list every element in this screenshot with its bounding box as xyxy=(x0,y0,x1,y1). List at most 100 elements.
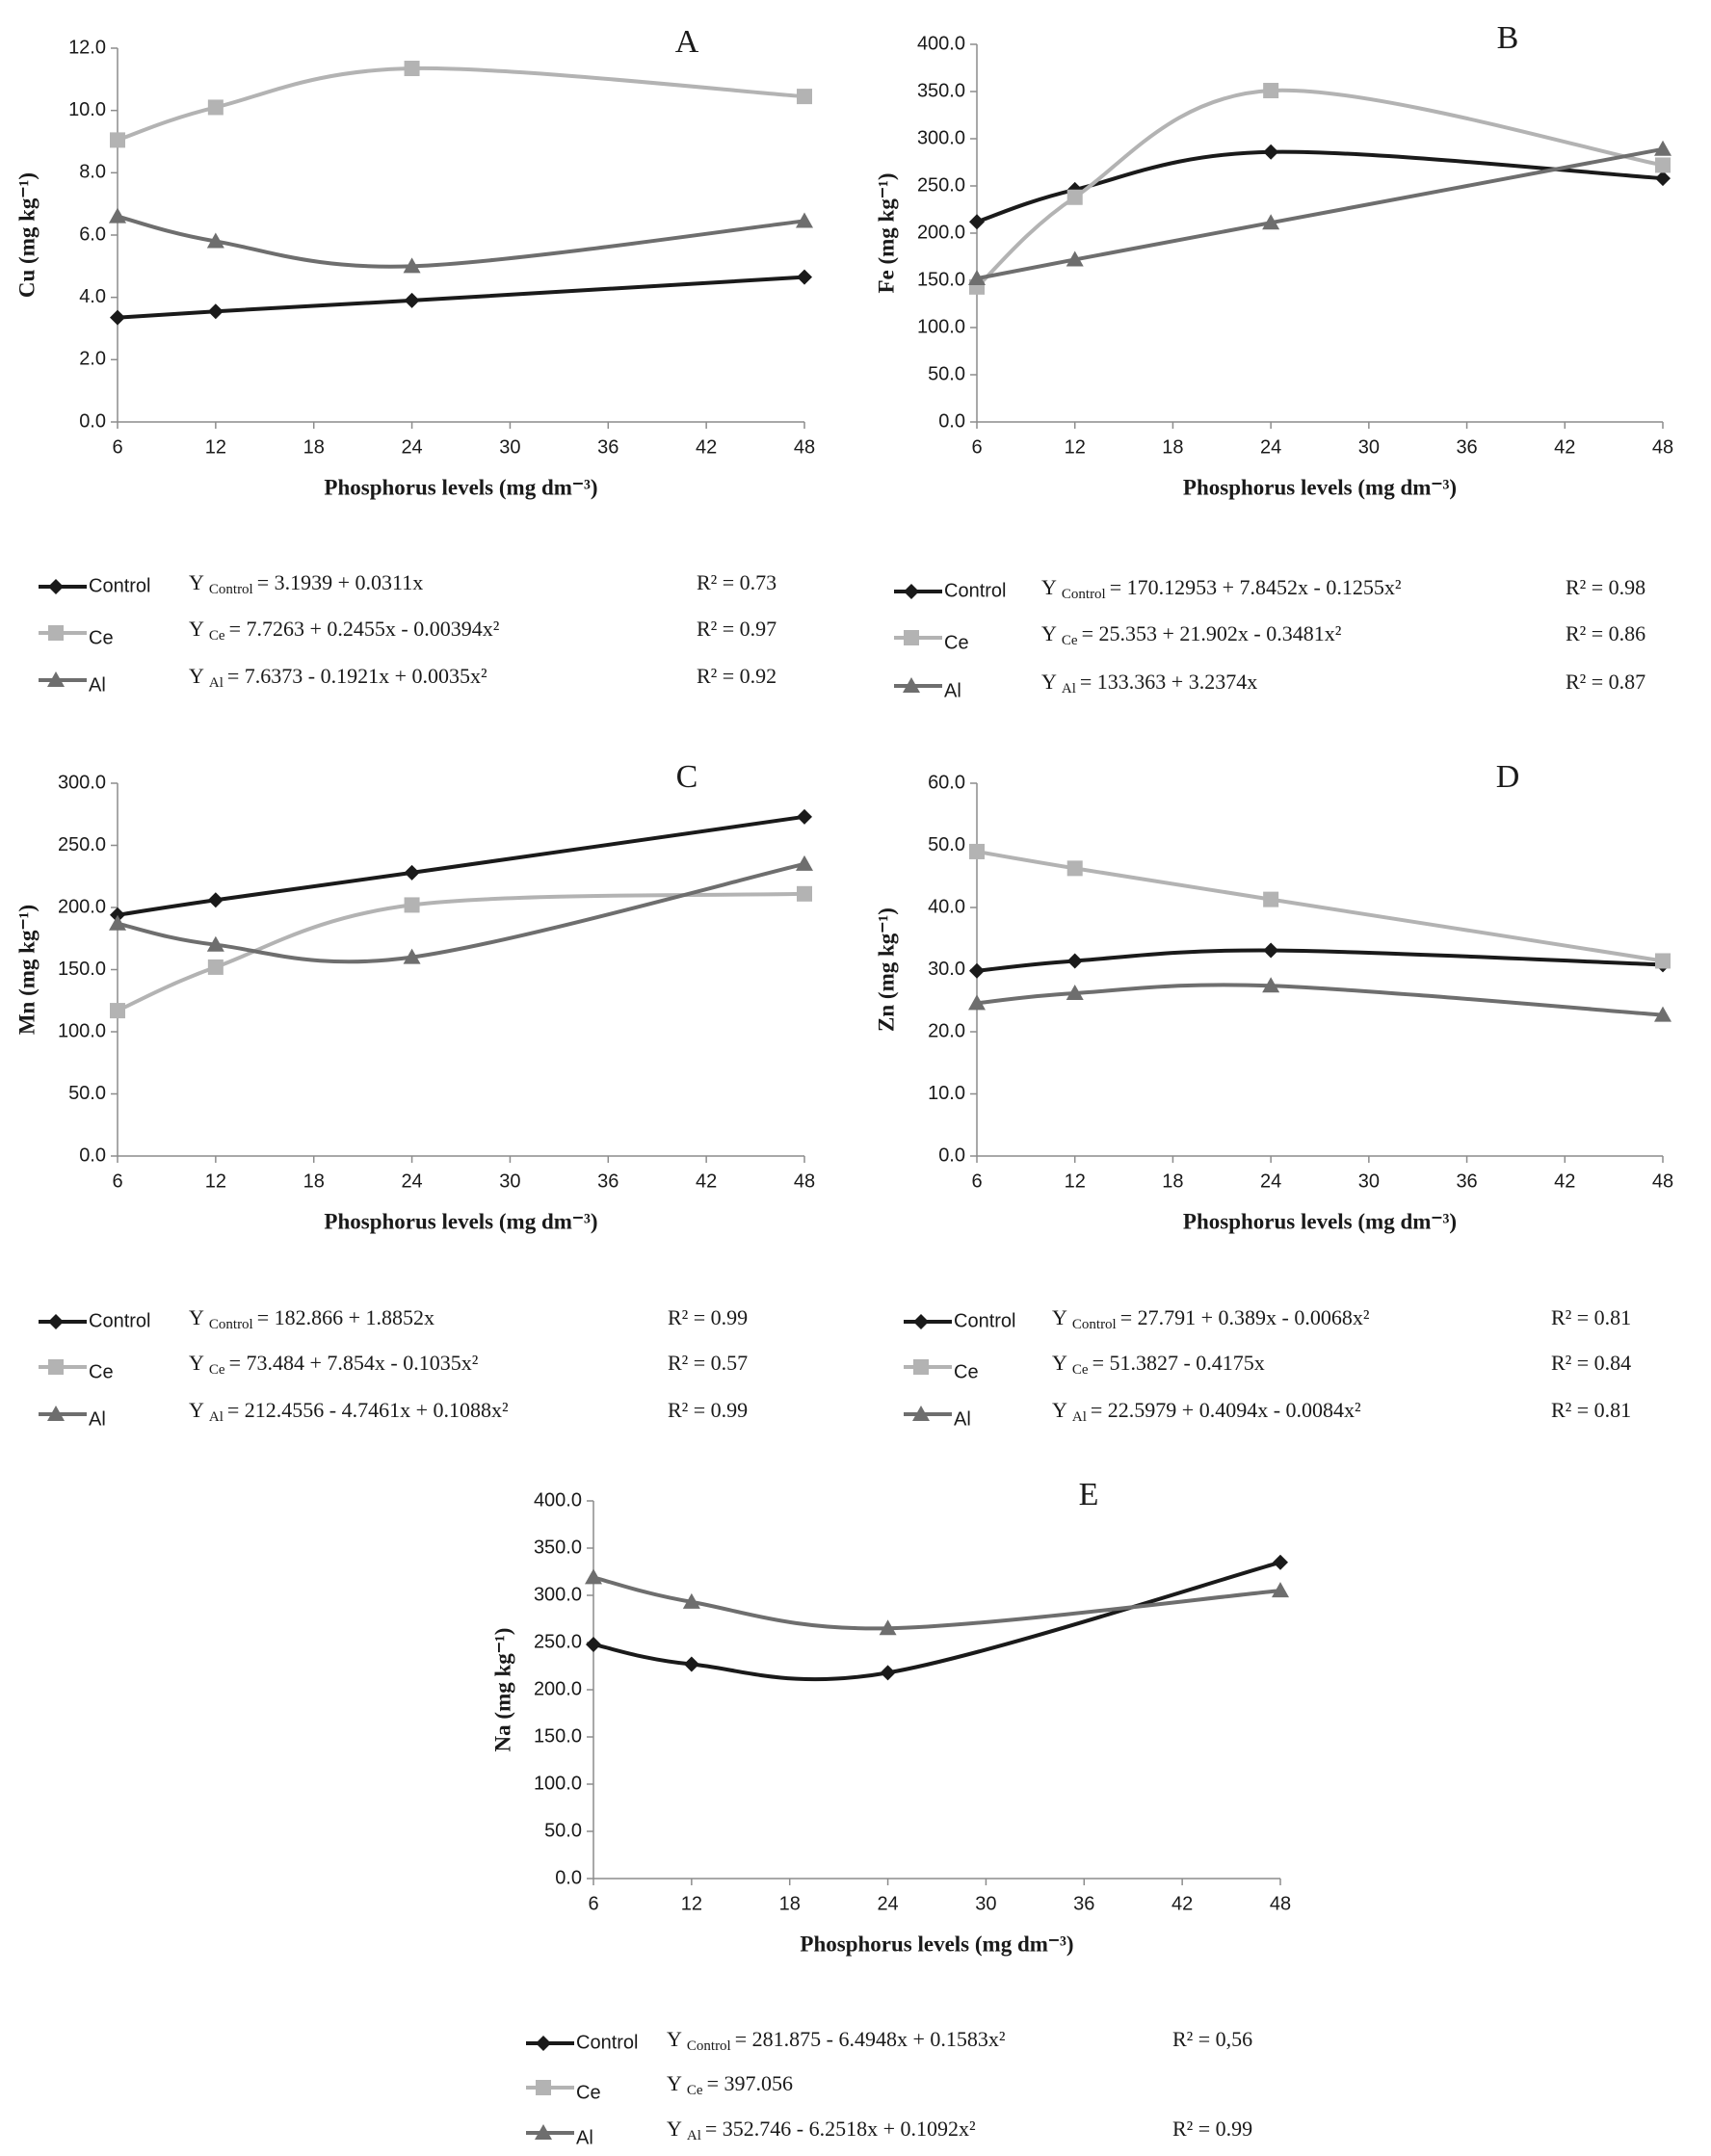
x-tick-label: 24 xyxy=(401,1170,422,1192)
marker xyxy=(585,1568,602,1585)
equation-symbol: Y xyxy=(1041,575,1057,599)
marker xyxy=(1272,1582,1289,1598)
r-squared: R² = 0,56 xyxy=(1172,2027,1252,2051)
marker xyxy=(536,2036,551,2051)
legend-label: Al xyxy=(89,1408,106,1430)
series-line xyxy=(117,861,805,964)
equation: Y Ce = 73.484 + 7.854x - 0.1035x² xyxy=(189,1351,479,1378)
x-tick-label: 12 xyxy=(1065,436,1086,458)
marker xyxy=(968,270,986,286)
y-tick-label: 350.0 xyxy=(534,1537,582,1558)
equation-symbol: Y xyxy=(667,2071,682,2095)
x-tick-label: 42 xyxy=(696,436,717,458)
y-tick-label: 200.0 xyxy=(917,222,965,243)
marker xyxy=(1263,942,1279,959)
marker xyxy=(109,207,126,223)
equation: Y Control = 170.12953 + 7.8452x - 0.1255x² xyxy=(1041,575,1402,602)
y-axis-label: Mn (mg kg⁻¹) xyxy=(14,905,39,1035)
y-axis-label: Zn (mg kg⁻¹) xyxy=(874,907,898,1032)
marker xyxy=(904,584,919,599)
x-axis-label: Phosphorus levels (mg dm⁻³) xyxy=(1183,475,1457,499)
x-tick-label: 36 xyxy=(1456,436,1477,458)
legend-entry: Al Y Al = 22.5979 + 0.4094x - 0.0084x² R² = … xyxy=(904,1398,1631,1430)
panel-label: C xyxy=(676,759,698,795)
equation: Y Ce = 7.7263 + 0.2455x - 0.00394x² xyxy=(189,617,500,644)
equation-symbol: Y xyxy=(189,570,204,594)
equation-rhs: = 281.875 - 6.4948x + 0.1583x² xyxy=(735,2027,1006,2051)
equation-rhs: = 182.866 + 1.8852x xyxy=(257,1305,434,1329)
legend-entry: Al Y Al = 133.363 + 3.2374x R² = 0.87 xyxy=(894,670,1645,701)
marker xyxy=(110,132,125,148)
equation-rhs: = 352.746 - 6.2518x + 0.1092x² xyxy=(705,2117,976,2141)
chart-panel: 0.0 10.0 20.0 30.0 40.0 50.0 60.0 6 12 18 24 30 36 42… xyxy=(874,759,1673,1430)
x-tick-label: 6 xyxy=(112,1170,122,1192)
marker xyxy=(1066,953,1083,969)
y-tick-label: 10.0 xyxy=(928,1083,965,1104)
legend-entry: Al Y Al = 7.6373 - 0.1921x + 0.0035x² R² = 0… xyxy=(39,664,777,696)
equation-subscript: Control xyxy=(1072,1317,1117,1332)
equation-subscript: Al xyxy=(209,1409,224,1425)
marker xyxy=(48,625,64,641)
legend-label: Al xyxy=(576,2127,593,2148)
x-tick-label: 6 xyxy=(971,1170,982,1192)
equation-symbol: Y xyxy=(189,664,204,688)
equation-rhs: = 7.6373 - 0.1921x + 0.0035x² xyxy=(227,664,487,688)
y-tick-label: 300.0 xyxy=(917,127,965,148)
legend-label: Control xyxy=(954,1310,1015,1331)
series-line xyxy=(976,948,1664,973)
legend-label: Control xyxy=(89,575,150,596)
y-tick-label: 250.0 xyxy=(58,834,106,855)
x-tick-label: 12 xyxy=(205,1170,226,1192)
r-squared: R² = 0.92 xyxy=(697,664,777,688)
equation-rhs: = 133.363 + 3.2374x xyxy=(1080,670,1257,694)
equation: Y Ce = 51.3827 - 0.4175x xyxy=(1052,1351,1265,1378)
x-tick-label: 30 xyxy=(499,436,520,458)
equation: Y Control = 182.866 + 1.8852x xyxy=(189,1305,434,1332)
y-tick-label: 150.0 xyxy=(917,269,965,290)
x-tick-label: 24 xyxy=(1260,1170,1281,1192)
equation-rhs: = 22.5979 + 0.4094x - 0.0084x² xyxy=(1091,1398,1361,1422)
x-tick-label: 18 xyxy=(303,436,325,458)
marker xyxy=(1263,891,1279,907)
series-line xyxy=(976,983,1664,1017)
marker xyxy=(1066,250,1084,267)
marker xyxy=(403,257,421,274)
y-tick-label: 50.0 xyxy=(928,834,965,855)
r-squared: R² = 0.81 xyxy=(1551,1305,1631,1329)
equation: Y Control = 27.791 + 0.389x - 0.0068x² xyxy=(1052,1305,1370,1332)
marker xyxy=(912,1406,930,1421)
equation-subscript: Ce xyxy=(687,2083,703,2098)
marker xyxy=(904,630,919,645)
marker xyxy=(47,1406,65,1421)
series-line xyxy=(975,88,1664,289)
equation-subscript: Ce xyxy=(209,1362,225,1378)
x-tick-label: 24 xyxy=(401,436,422,458)
r-squared: R² = 0.87 xyxy=(1566,670,1645,694)
marker xyxy=(796,212,813,228)
marker xyxy=(207,99,224,116)
chart-panel: 0.0 2.0 4.0 6.0 8.0 10.0 12.0 6 12 18 24 30 36 42 48 Ph… xyxy=(14,24,815,696)
equation-subscript: Control xyxy=(687,2038,731,2054)
marker xyxy=(797,269,812,285)
legend-entry: Control Y Control = 281.875 - 6.4948x + 0.1… xyxy=(526,2027,1252,2054)
r-squared: R² = 0.99 xyxy=(668,1305,748,1329)
y-tick-label: 50.0 xyxy=(68,1083,106,1104)
y-tick-label: 6.0 xyxy=(79,223,106,245)
chart-panel: 0.0 50.0 100.0 150.0 200.0 250.0 300.0 6 12 18 24 3… xyxy=(14,759,815,1430)
x-tick-label: 36 xyxy=(1456,1170,1477,1192)
equation-symbol: Y xyxy=(189,1398,204,1422)
marker xyxy=(1655,953,1671,969)
equation-rhs: = 170.12953 + 7.8452x - 0.1255x² xyxy=(1110,575,1402,599)
y-tick-label: 0.0 xyxy=(79,410,106,432)
x-tick-label: 48 xyxy=(1652,1170,1673,1192)
series-line xyxy=(117,891,805,1012)
marker xyxy=(1066,985,1084,1001)
r-squared: R² = 0.99 xyxy=(668,1398,748,1422)
series-line xyxy=(976,849,1664,963)
marker xyxy=(969,843,985,859)
y-tick-label: 300.0 xyxy=(58,772,106,793)
legend-entry: Al Y Al = 352.746 - 6.2518x + 0.1092x² R² = … xyxy=(526,2117,1252,2148)
x-axis-label: Phosphorus levels (mg dm⁻³) xyxy=(800,1932,1073,1956)
y-tick-label: 20.0 xyxy=(928,1020,965,1041)
equation-symbol: Y xyxy=(667,2027,682,2051)
